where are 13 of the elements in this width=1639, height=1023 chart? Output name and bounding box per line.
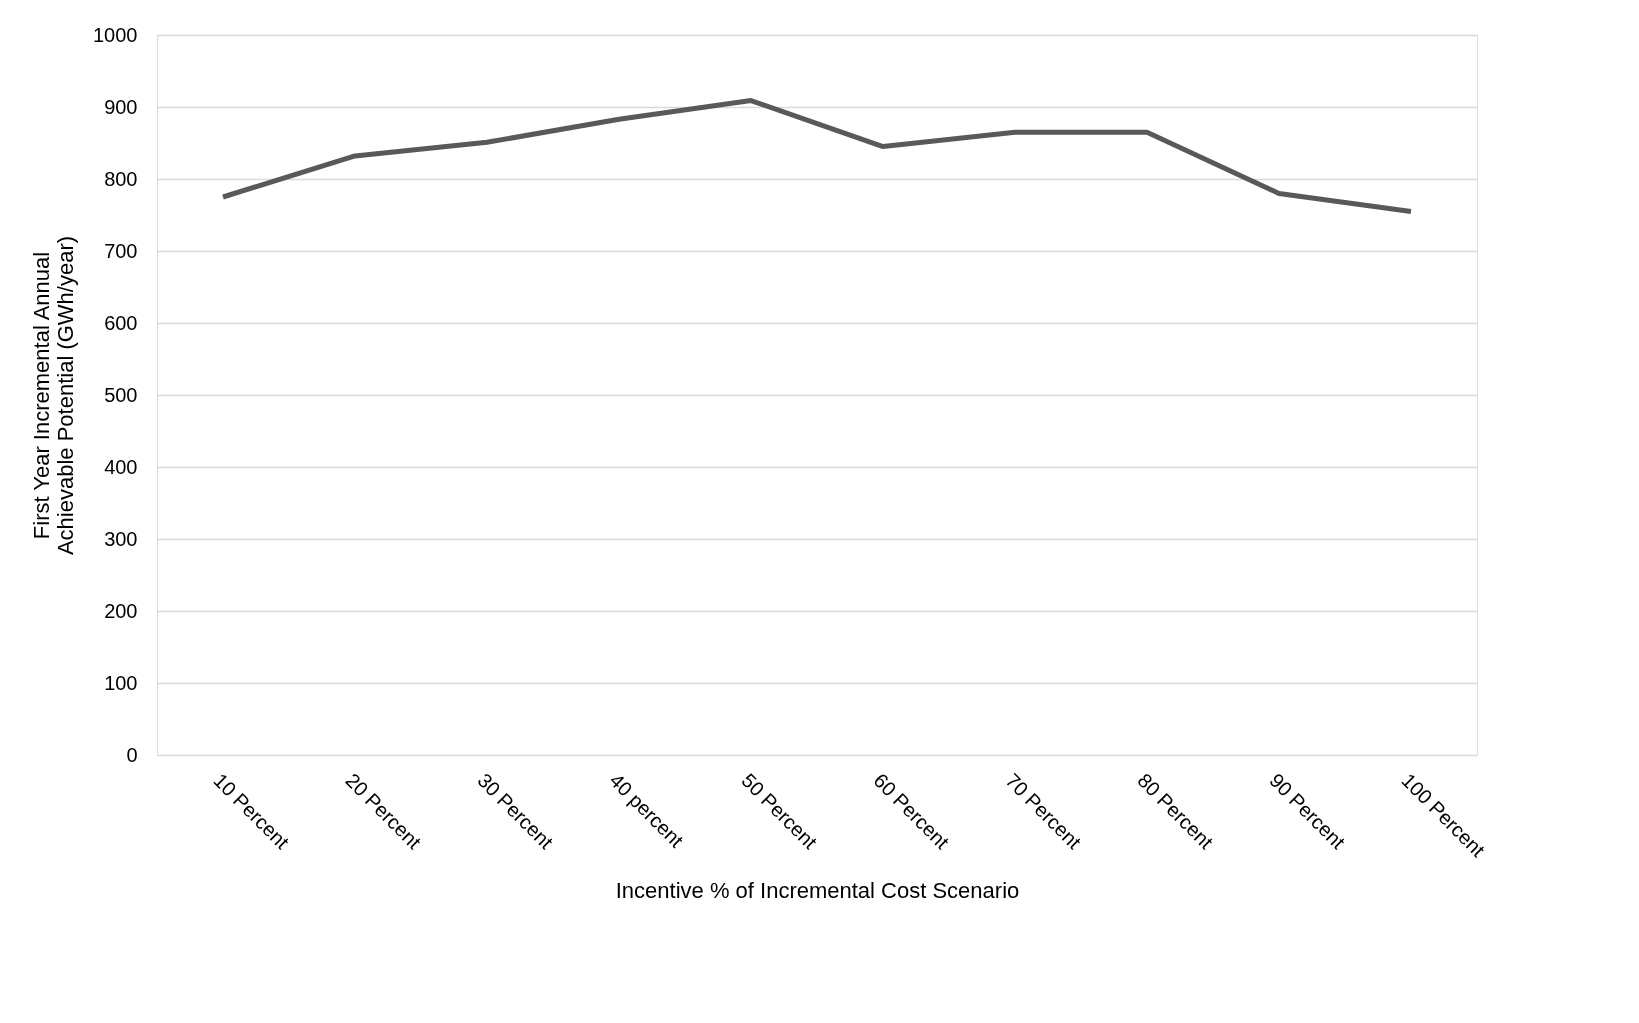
- y-tick-label: 100: [104, 671, 138, 694]
- y-tick-label: 1000: [93, 23, 138, 46]
- y-tick-label: 300: [104, 527, 138, 550]
- y-tick-label: 500: [104, 383, 138, 406]
- y-tick-label: 400: [104, 455, 138, 478]
- y-tick-label: 700: [104, 239, 138, 262]
- y-tick-label: 800: [104, 167, 138, 190]
- y-tick-label: 200: [104, 599, 138, 622]
- y-tick-label: 0: [126, 743, 138, 766]
- y-axis-title: First Year Incremental Annual Achievable Potential (GWh/year): [29, 235, 79, 556]
- x-axis-title: Incentive % of Incremental Cost Scenario: [615, 877, 1020, 903]
- y-tick-label: 600: [104, 311, 138, 334]
- y-tick-label: 900: [104, 95, 138, 118]
